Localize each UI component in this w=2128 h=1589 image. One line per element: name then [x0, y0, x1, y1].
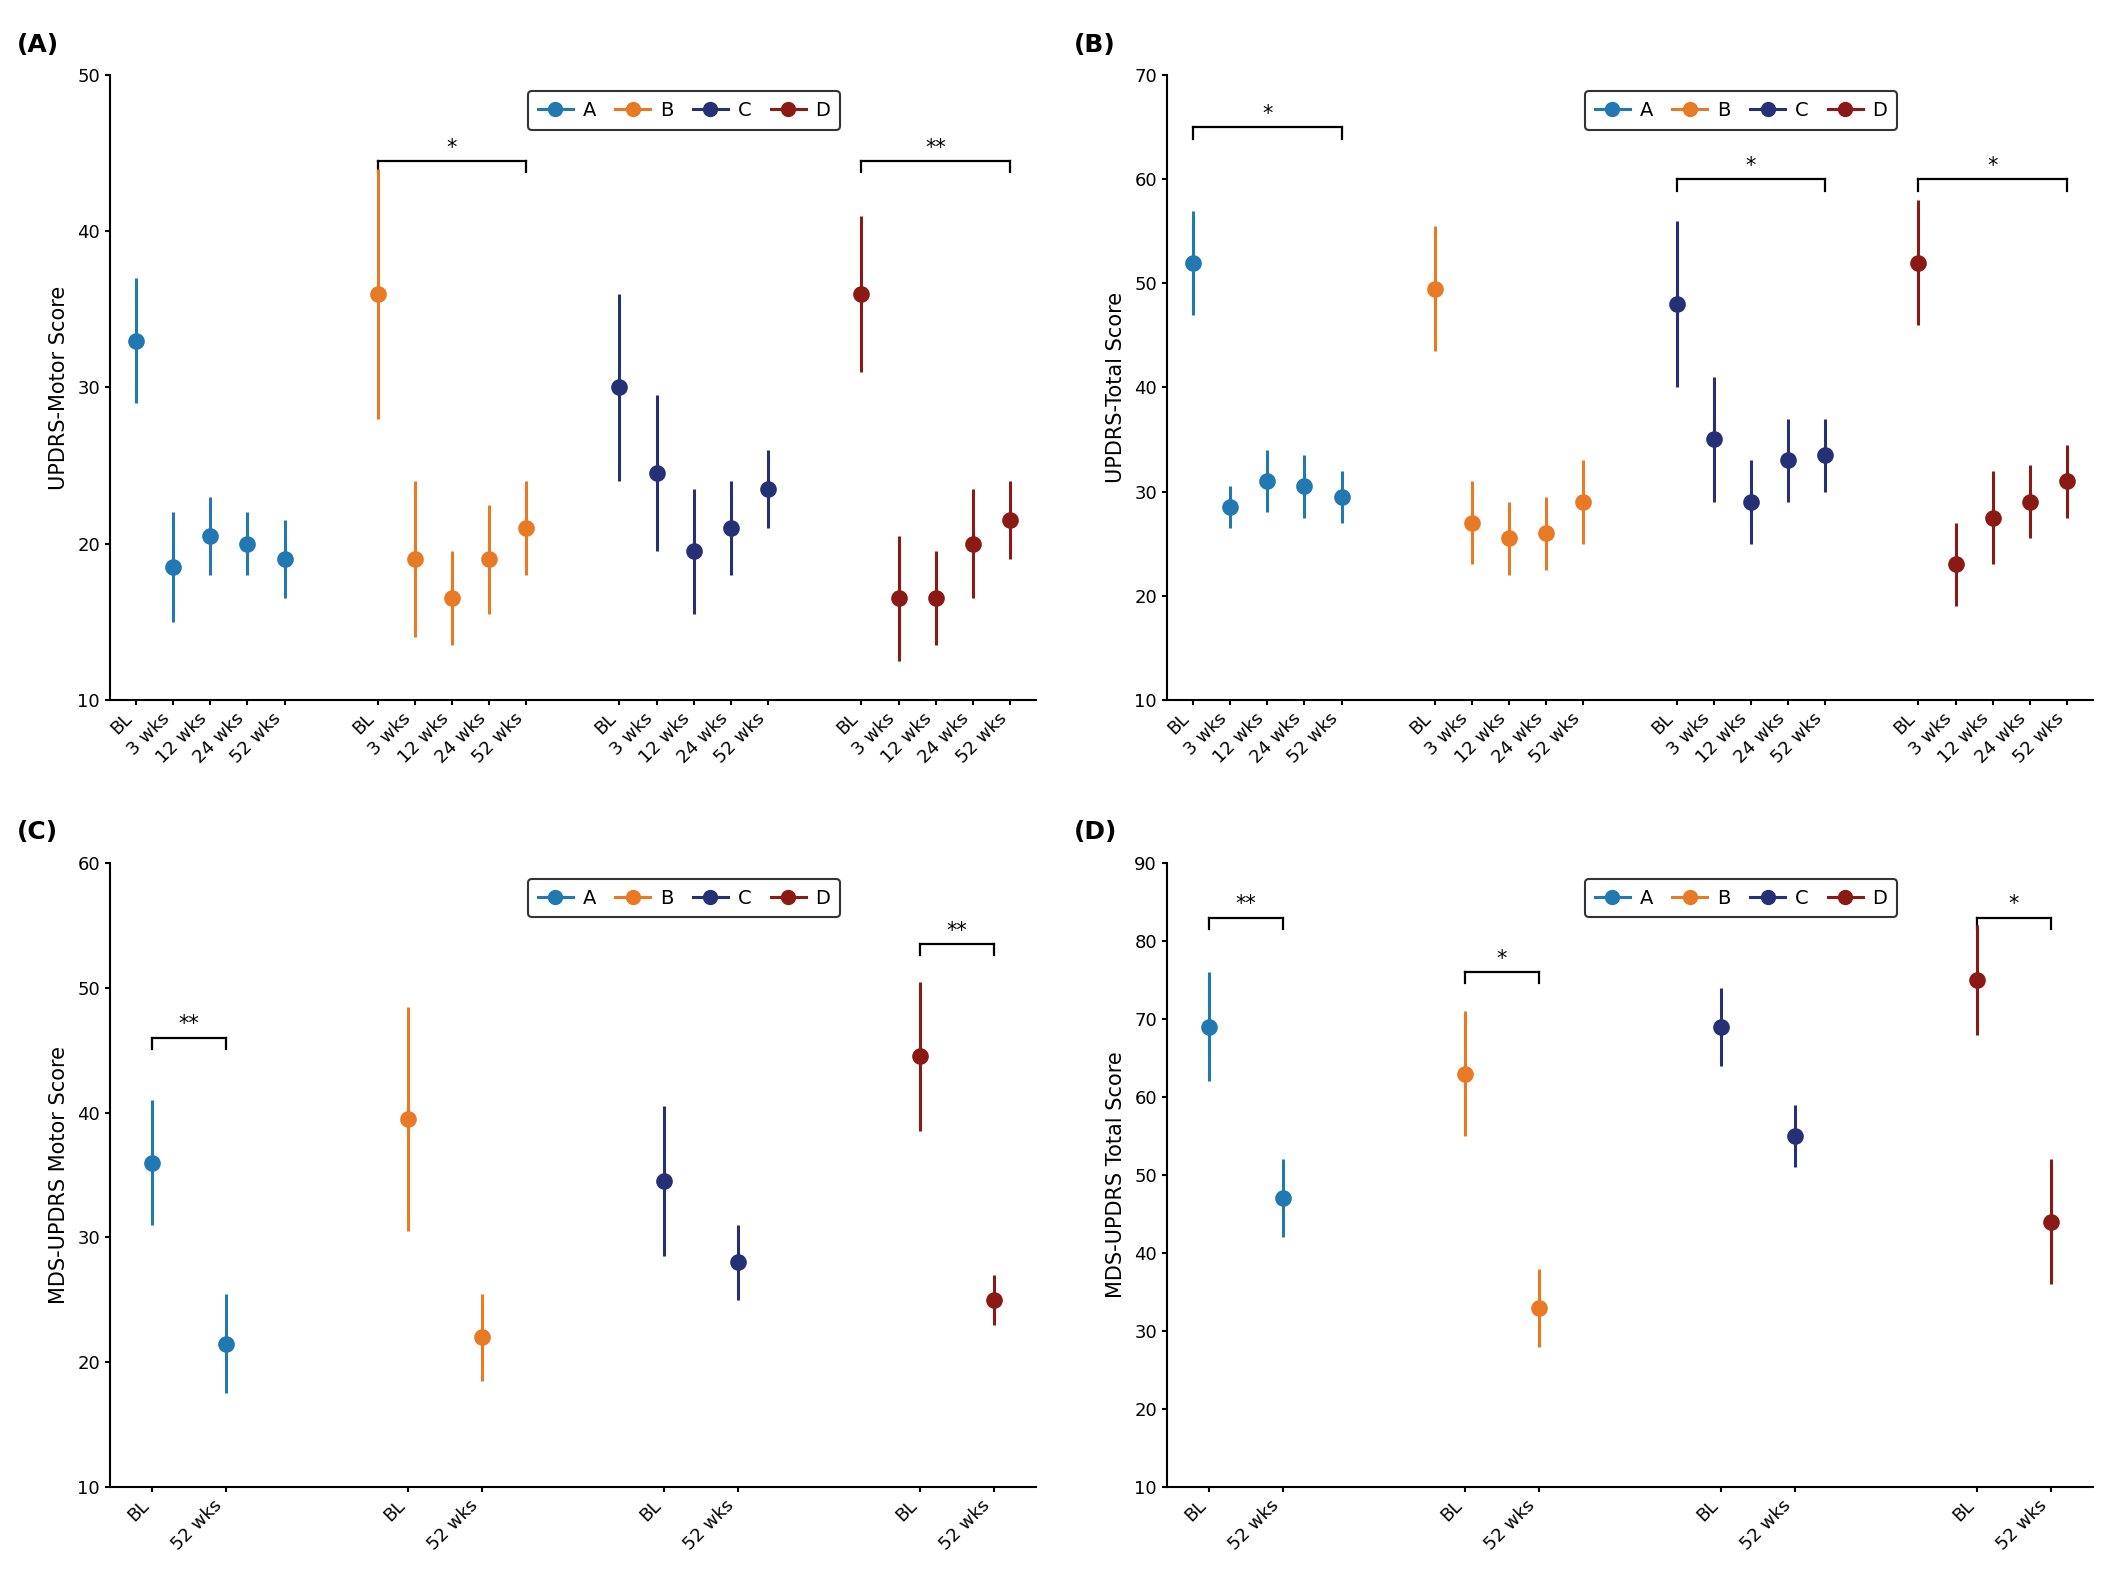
Y-axis label: MDS-UPDRS Motor Score: MDS-UPDRS Motor Score	[49, 1046, 68, 1305]
Text: **: **	[1236, 895, 1256, 914]
Legend: A, B, C, D: A, B, C, D	[1585, 92, 1898, 130]
Legend: A, B, C, D: A, B, C, D	[528, 92, 841, 130]
Text: (C): (C)	[17, 820, 57, 844]
Text: *: *	[1745, 156, 1756, 176]
Text: *: *	[1496, 949, 1507, 969]
Text: *: *	[1988, 156, 1998, 176]
Y-axis label: UPDRS-Motor Score: UPDRS-Motor Score	[49, 286, 68, 489]
Text: (D): (D)	[1075, 820, 1117, 844]
Legend: A, B, C, D: A, B, C, D	[528, 879, 841, 917]
Y-axis label: UPDRS-Total Score: UPDRS-Total Score	[1107, 292, 1126, 483]
Text: (A): (A)	[17, 33, 60, 57]
Y-axis label: MDS-UPDRS Total Score: MDS-UPDRS Total Score	[1107, 1052, 1126, 1298]
Text: (B): (B)	[1075, 33, 1115, 57]
Text: *: *	[1262, 103, 1273, 124]
Text: **: **	[926, 138, 947, 157]
Legend: A, B, C, D: A, B, C, D	[1585, 879, 1898, 917]
Text: **: **	[947, 920, 968, 941]
Text: *: *	[2009, 895, 2019, 914]
Text: **: **	[179, 1014, 200, 1034]
Text: *: *	[447, 138, 458, 157]
